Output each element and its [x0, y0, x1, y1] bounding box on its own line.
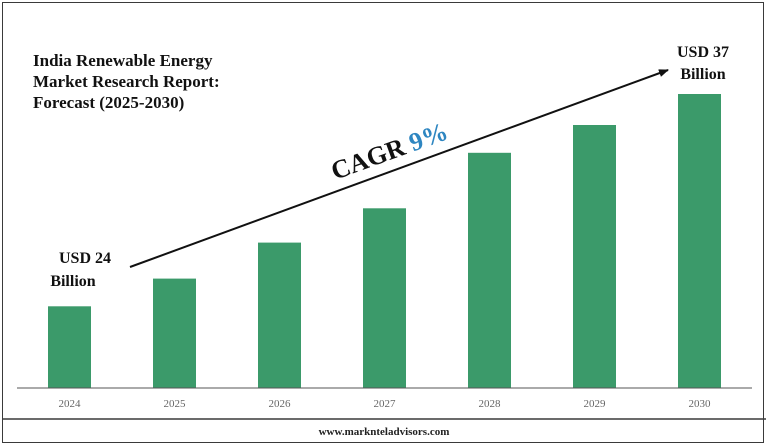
bar-2025 [153, 278, 196, 388]
x-tick-label-2027: 2027 [374, 398, 397, 410]
x-tick-label-2029: 2029 [584, 398, 607, 410]
x-tick-label-2028: 2028 [479, 398, 502, 410]
cagr-text: CAGR [327, 130, 415, 186]
chart-frame [2, 2, 764, 443]
chart-title-line-3: Forecast (2025-2030) [33, 93, 185, 112]
x-tick-labels: 2024 2025 2026 2027 2028 2029 2030 [59, 398, 712, 410]
source-url: www.marknteladvisors.com [318, 426, 450, 438]
bar-2029 [573, 125, 616, 388]
bar-2027 [363, 208, 406, 388]
x-tick-label-2026: 2026 [269, 398, 292, 410]
growth-arrow [129, 69, 669, 268]
x-tick-label-2025: 2025 [164, 398, 187, 410]
start-value-label-line-2: Billion [50, 273, 95, 290]
end-value-label-line-2: Billion [680, 66, 725, 83]
start-value-label-line-1: USD 24 [59, 250, 111, 267]
bar-2030 [678, 94, 721, 388]
x-tick-label-2030: 2030 [689, 398, 712, 410]
bar-2024 [48, 306, 91, 388]
chart-title-line-1: India Renewable Energy [33, 51, 213, 70]
chart-title: India Renewable Energy Market Research R… [33, 50, 273, 113]
chart-title-line-2: Market Research Report: [33, 72, 220, 91]
bar-2026 [258, 242, 301, 388]
x-tick-label-2024: 2024 [59, 398, 82, 410]
bars-group [48, 94, 721, 388]
bar-2028 [468, 152, 511, 388]
cagr-label: CAGR 9% [327, 117, 452, 186]
end-value-label-line-1: USD 37 [677, 44, 729, 61]
